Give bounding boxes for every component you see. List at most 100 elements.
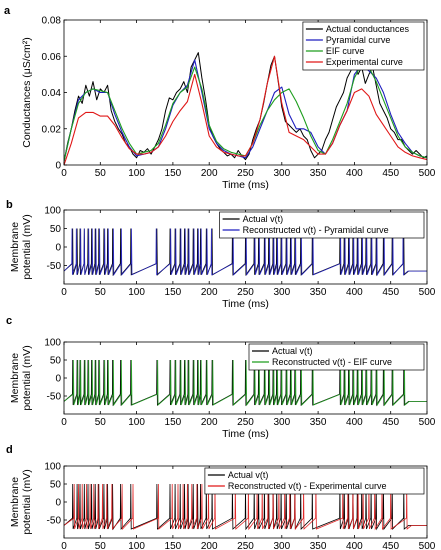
x-tick-label: 450 [382, 541, 399, 550]
x-axis-label: Time (ms) [222, 428, 269, 440]
x-tick-label: 100 [128, 287, 145, 298]
x-tick-label: 350 [310, 417, 327, 428]
x-tick-label: 250 [237, 287, 254, 298]
y-tick-label: 0 [55, 161, 61, 172]
legend-label: Experimental curve [326, 57, 403, 67]
x-tick-label: 300 [273, 168, 290, 179]
legend-box [248, 343, 425, 371]
panel-letter: d [6, 444, 13, 456]
x-tick-label: 50 [95, 168, 107, 179]
x-tick-label: 150 [165, 287, 182, 298]
y-tick-label: 0 [55, 374, 61, 385]
y-tick-label: 100 [44, 338, 61, 349]
legend-label: EIF curve [326, 46, 365, 56]
legend: Actual v(t)Reconstructed v(t) - Experime… [204, 467, 425, 495]
y-tick-label: 50 [50, 480, 62, 491]
x-tick-label: 500 [419, 541, 436, 550]
x-tick-label: 200 [201, 168, 218, 179]
y-tick-label: 100 [44, 206, 61, 217]
voltage-trace-1 [64, 483, 427, 531]
y-tick-label: -50 [47, 261, 62, 272]
series-line-0 [64, 52, 427, 162]
plot-area [64, 483, 427, 531]
x-tick-label: 200 [201, 541, 218, 550]
legend: Actual v(t)Reconstructed v(t) - Pyramida… [219, 211, 425, 239]
x-tick-label: 50 [95, 287, 107, 298]
y-tick-label: -50 [47, 392, 62, 403]
x-tick-label: 100 [128, 417, 145, 428]
x-tick-label: 500 [419, 168, 436, 179]
x-axis-label: Time (ms) [222, 179, 269, 191]
x-tick-label: 0 [61, 168, 67, 179]
x-tick-label: 250 [237, 541, 254, 550]
voltage-trace-1 [64, 359, 427, 407]
y-axis-label-line: Membrane [9, 222, 21, 272]
y-tick-label: 0.06 [42, 52, 62, 63]
y-axis-label: Conductances (μS/cm²) [21, 37, 33, 148]
legend-label: Actual v(t) [243, 214, 284, 224]
voltage-trace-0 [64, 228, 427, 277]
voltage-trace-0 [64, 483, 427, 531]
y-tick-label: 50 [50, 224, 62, 235]
x-tick-label: 350 [310, 287, 327, 298]
panel-letter: c [6, 315, 12, 327]
voltage-trace-0 [64, 359, 427, 407]
legend-label: Reconstructed v(t) - EIF curve [272, 357, 392, 367]
x-tick-label: 500 [419, 417, 436, 428]
voltage-trace-1 [64, 228, 427, 277]
legend-label: Actual v(t) [272, 346, 313, 356]
y-tick-label: 50 [50, 356, 62, 367]
x-tick-label: 250 [237, 417, 254, 428]
y-tick-label: 0 [55, 498, 61, 509]
x-tick-label: 450 [382, 417, 399, 428]
legend-label: Actual v(t) [228, 470, 269, 480]
x-tick-label: 100 [128, 168, 145, 179]
x-tick-label: 150 [165, 168, 182, 179]
x-tick-label: 350 [310, 168, 327, 179]
y-tick-label: 0.02 [42, 124, 62, 135]
x-tick-label: 400 [346, 541, 363, 550]
legend-label: Actual conductances [326, 24, 410, 34]
legend-label: Reconstructed v(t) - Experimental curve [228, 481, 387, 491]
legend: Actual v(t)Reconstructed v(t) - EIF curv… [248, 343, 425, 371]
x-tick-label: 50 [95, 417, 107, 428]
x-tick-label: 200 [201, 417, 218, 428]
y-tick-label: 100 [44, 462, 61, 473]
plot-area [64, 228, 427, 277]
x-tick-label: 300 [273, 287, 290, 298]
legend-box [302, 21, 425, 71]
x-tick-label: 50 [95, 541, 107, 550]
x-tick-label: 0 [61, 287, 67, 298]
y-axis-label-line: potential (mV) [21, 214, 33, 279]
panel-a: a 0 50 100 150 200 250 300 350 400 450 500 Time (ms)… [4, 5, 436, 191]
x-tick-label: 450 [382, 168, 399, 179]
y-axis-label-line: potential (mV) [21, 345, 33, 410]
x-tick-label: 250 [237, 168, 254, 179]
y-tick-label: 0 [55, 243, 61, 254]
legend-box [204, 467, 425, 495]
x-tick-label: 150 [165, 541, 182, 550]
y-axis-label-line: potential (mV) [21, 469, 33, 534]
y-axis-label-line: Membrane [9, 477, 21, 527]
x-tick-label: 0 [61, 417, 67, 428]
legend-label: Reconstructed v(t) - Pyramidal curve [243, 225, 389, 235]
x-tick-label: 400 [346, 287, 363, 298]
x-tick-label: 400 [346, 168, 363, 179]
y-tick-label: -50 [47, 516, 62, 527]
plot-area [64, 359, 427, 407]
x-tick-label: 100 [128, 541, 145, 550]
x-tick-label: 200 [201, 287, 218, 298]
x-tick-label: 400 [346, 417, 363, 428]
x-tick-label: 450 [382, 287, 399, 298]
panel-letter: b [6, 199, 13, 211]
x-tick-label: 0 [61, 541, 67, 550]
series-line-2 [64, 62, 427, 162]
legend-box [219, 211, 425, 239]
legend-label: Pyramidal curve [326, 35, 391, 45]
x-tick-label: 350 [310, 541, 327, 550]
y-tick-label: 0.08 [42, 16, 62, 27]
